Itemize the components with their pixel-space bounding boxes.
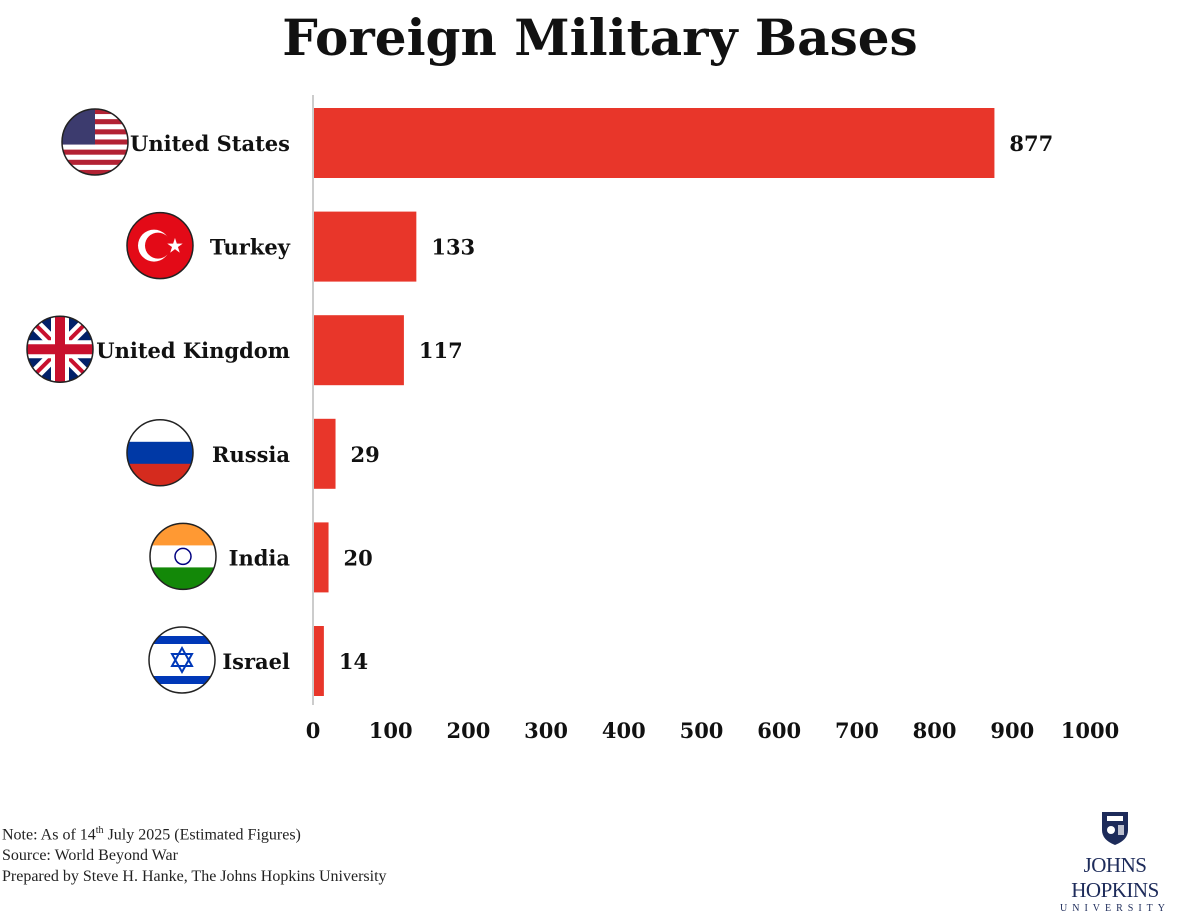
category-label: Turkey [210,235,291,260]
bar-chart: 877 United States 133 Turkey ★ 117 United King… [26,95,1119,743]
bar [313,626,324,696]
svg-text:★: ★ [166,234,184,258]
note-text-end: July 2025 (Estimated Figures) [103,826,301,844]
category-label: United Kingdom [96,338,290,363]
data-label: 14 [339,649,368,674]
india-flag-icon [149,522,217,591]
note-sup: th [95,825,104,836]
x-tick-label: 0 [306,718,321,743]
x-tick-label: 800 [913,718,957,743]
x-tick-label: 700 [835,718,879,743]
x-tick-label: 100 [369,718,413,743]
us-flag-icon [61,108,129,176]
bar [313,522,329,593]
category-label: India [229,545,291,570]
x-tick-label: 900 [990,718,1034,743]
bar [313,418,336,489]
data-label: 20 [344,545,373,570]
israel-flag-icon [148,626,216,694]
data-label: 877 [1009,131,1053,156]
uk-flag-icon [26,315,94,383]
prepared-by: Prepared by Steve H. Hanke, The Johns Ho… [2,868,387,886]
data-label: 133 [431,235,475,260]
x-tick-label: 400 [602,718,646,743]
turkey-flag-icon: ★ [126,211,194,280]
footer: Note: As of 14th July 2025 (Estimated Fi… [2,820,387,887]
logo-sub: UNIVERSITY [1060,903,1170,914]
bar [313,315,404,386]
data-label: 29 [351,442,380,467]
category-label: Russia [212,442,290,467]
russia-flag-icon [126,419,194,487]
bar [313,108,995,178]
x-tick-label: 200 [446,718,490,743]
chart-title: Foreign Military Bases [282,8,918,67]
shield-icon [1102,812,1128,845]
x-tick-label: 600 [757,718,801,743]
jhu-logo: JOHNS HOPKINS UNIVERSITY [1040,810,1190,914]
source: Source: World Beyond War [2,847,178,865]
category-label: United States [130,131,290,156]
category-label: Israel [222,649,290,674]
bar [313,211,417,282]
x-tick-label: 500 [680,718,724,743]
x-tick-label: 1000 [1061,718,1119,743]
note-text: Note: As of 14 [2,826,96,844]
x-tick-label: 300 [524,718,568,743]
logo-name: JOHNS HOPKINS [1071,853,1159,902]
data-label: 117 [419,338,463,363]
note: Note: As of 14th July 2025 (Estimated Fi… [2,820,387,845]
